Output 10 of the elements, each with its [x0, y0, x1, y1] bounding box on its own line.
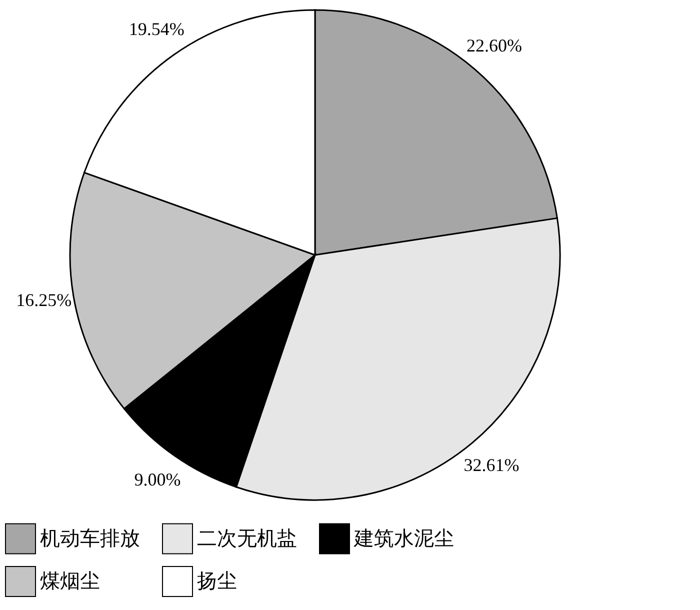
- data-label: 22.60%: [466, 35, 522, 56]
- data-label: 16.25%: [16, 290, 72, 310]
- legend-label: 煤烟尘: [40, 568, 100, 592]
- legend-label: 二次无机盐: [197, 526, 297, 550]
- data-label: 19.54%: [128, 19, 184, 40]
- data-label: 9.00%: [134, 469, 181, 490]
- data-label: 32.61%: [464, 454, 520, 475]
- legend-label: 扬尘: [197, 568, 237, 592]
- legend-label: 建筑水泥尘: [353, 526, 454, 550]
- legend-label: 机动车排放: [40, 526, 140, 550]
